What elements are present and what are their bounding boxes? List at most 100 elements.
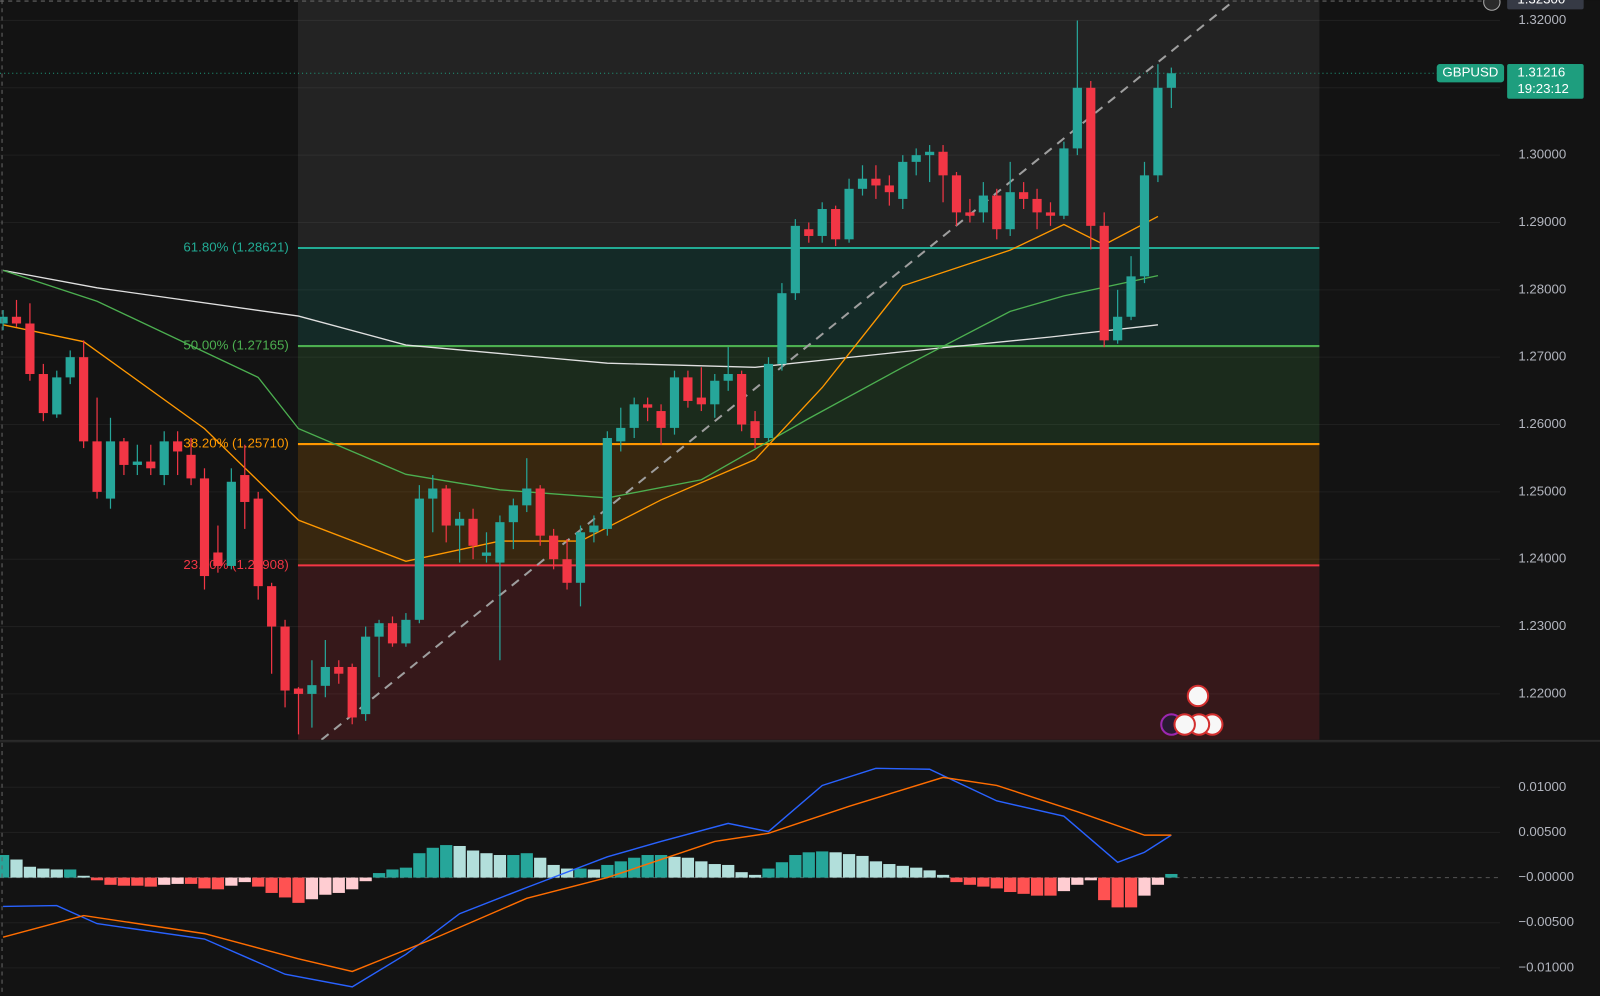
histogram-bar [628, 857, 641, 878]
histogram-bar [1138, 877, 1151, 896]
y-tick-label: 1.24000 [1518, 551, 1566, 566]
candle-body [750, 421, 760, 438]
candle-body [696, 397, 706, 405]
candle-body [347, 666, 357, 718]
candle-body [455, 518, 465, 526]
candle-body [575, 532, 586, 583]
candle-body [938, 151, 948, 176]
histogram-bar [641, 855, 654, 878]
histogram-bar [1084, 877, 1097, 881]
symbol-tag [1436, 64, 1505, 83]
histogram-bar [413, 853, 426, 878]
histogram-bar [117, 877, 131, 886]
candle-body [656, 411, 666, 428]
histogram-bar [923, 870, 936, 878]
event-marker[interactable] [1173, 713, 1196, 736]
histogram-bar [1017, 877, 1030, 894]
histogram-bar [1111, 877, 1124, 908]
candle-body [602, 437, 612, 529]
candle-body [280, 626, 290, 691]
histogram-bar [936, 874, 950, 878]
y-tick-label: 1.29000 [1518, 214, 1566, 229]
histogram-bar [292, 877, 305, 903]
histogram-bar [560, 868, 574, 878]
histogram-bar [534, 857, 547, 878]
moving-average [2, 215, 1159, 562]
histogram-bar [735, 872, 748, 878]
candle-body [132, 461, 142, 465]
candle-body [643, 404, 653, 408]
y-tick-label: 1.25000 [1518, 483, 1566, 498]
candle-body [763, 363, 774, 438]
histogram-bar [144, 877, 157, 887]
histogram-bar [0, 855, 10, 878]
histogram-bar [520, 853, 533, 878]
candle-body [1099, 225, 1109, 341]
histogram-bar [90, 877, 104, 881]
y-tick-label: −0.00000 [1518, 869, 1574, 884]
candle-body [119, 441, 129, 465]
candle-body [481, 552, 492, 556]
histogram-bar [440, 845, 453, 878]
price-tag [1507, 64, 1584, 99]
histogram-bar [708, 864, 721, 878]
candle-body [374, 623, 384, 637]
histogram-bar [346, 877, 359, 890]
histogram-bar [23, 866, 37, 878]
histogram-bar [252, 877, 265, 887]
candle-body [38, 374, 48, 414]
histogram-bar [695, 861, 708, 878]
candle-body [723, 374, 733, 381]
candle-body [1139, 175, 1150, 277]
candle-body [226, 481, 236, 566]
candle-body [92, 441, 102, 492]
candle-body [334, 666, 344, 674]
histogram-bar [869, 861, 883, 878]
candle-body [213, 552, 223, 566]
histogram-bar [547, 864, 560, 878]
event-marker[interactable] [1186, 684, 1210, 708]
histogram-bar [842, 854, 856, 878]
y-tick-label: −0.01000 [1518, 959, 1574, 974]
y-tick-label: 0.00500 [1518, 824, 1566, 839]
candle-body [293, 688, 304, 694]
candle-body [240, 475, 250, 502]
histogram-bar [816, 851, 829, 878]
candle-body [549, 535, 559, 560]
y-tick-label: 0.01000 [1518, 779, 1566, 794]
candle-body [428, 488, 438, 499]
histogram-bar [171, 877, 184, 884]
candle-body [925, 151, 935, 156]
candle-body [804, 229, 814, 236]
last-price-label: 1.31216 [1517, 65, 1565, 80]
histogram-bar [480, 853, 493, 878]
candle-body [1005, 192, 1015, 230]
candle-body [186, 454, 196, 479]
histogram-bar [265, 877, 278, 893]
candle-body [589, 525, 599, 533]
histogram-bar [37, 868, 50, 878]
fib-label: 38.20% (1.25710) [183, 436, 288, 451]
candle-body [857, 178, 868, 189]
candle-body [0, 316, 8, 324]
candle-body [25, 323, 35, 375]
histogram-bar [319, 877, 332, 895]
candle-body [65, 357, 75, 378]
candle-body [199, 478, 210, 577]
add-button[interactable] [1483, 0, 1501, 11]
candle-body [669, 377, 680, 428]
histogram-bar [748, 874, 762, 878]
candle-body [817, 209, 827, 236]
histogram-bar [574, 868, 587, 878]
histogram-bar [77, 875, 90, 878]
histogram-bar [601, 864, 614, 878]
histogram-bar [762, 868, 775, 878]
histogram-bar [1151, 877, 1165, 885]
candle-body [898, 161, 908, 199]
candle-body [737, 374, 747, 425]
macd-line [2, 776, 1172, 973]
candle-body [629, 404, 639, 428]
candle-body [159, 441, 169, 476]
